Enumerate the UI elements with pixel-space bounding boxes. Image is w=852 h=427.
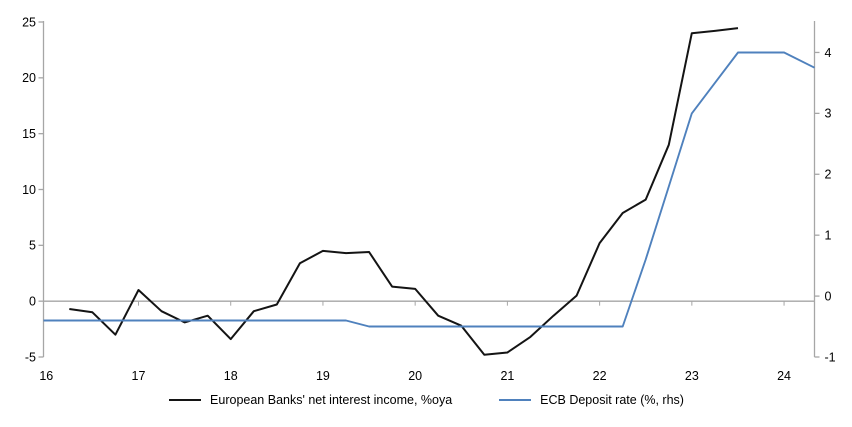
y-axis-left-tick-label: 25: [22, 15, 36, 29]
legend-label-ecb-deposit-rate: ECB Deposit rate (%, rhs): [540, 393, 684, 407]
ecb-deposit-rate-line: [43, 51, 815, 328]
y-axis-right-tick-label: 1: [825, 228, 832, 242]
x-axis-tick-label: 23: [685, 369, 699, 383]
x-axis-tick-label: 18: [224, 369, 238, 383]
y-axis-right-tick-label: 0: [825, 289, 832, 303]
x-axis-tick-label: 22: [593, 369, 607, 383]
y-axis-right-tick-label: 2: [825, 168, 832, 182]
legend-item-ecb-deposit-rate: ECB Deposit rate (%, rhs): [498, 393, 684, 407]
x-axis-tick-label: 24: [777, 369, 791, 383]
legend-label-net-interest-income: European Banks' net interest income, %oy…: [210, 393, 453, 407]
y-axis-right-tick-label: 4: [825, 46, 832, 60]
y-axis-left-tick-label: 0: [29, 294, 36, 308]
chart-legend: European Banks' net interest income, %oy…: [0, 393, 852, 407]
net-interest-income-line: [69, 27, 739, 356]
y-axis-right-tick-label: 3: [825, 107, 832, 121]
y-axis-right-tick-label: -1: [825, 350, 836, 364]
x-axis-tick-label: 20: [408, 369, 422, 383]
x-axis-tick-label: 19: [316, 369, 330, 383]
x-axis-tick-label: 16: [39, 369, 53, 383]
x-axis-tick-label: 21: [500, 369, 514, 383]
line-swatch-icon: [499, 399, 532, 401]
y-axis-left-tick-label: -5: [25, 350, 36, 364]
x-axis-tick-label: 17: [132, 369, 146, 383]
y-axis-left-tick-label: 15: [22, 127, 36, 141]
y-axis-left-tick-label: 10: [22, 183, 36, 197]
series-group: [43, 27, 815, 356]
y-axis-left-tick-label: 20: [22, 71, 36, 85]
legend-item-net-interest-income: European Banks' net interest income, %oy…: [168, 393, 452, 407]
line-swatch-icon: [169, 399, 202, 401]
y-axis-left-tick-label: 5: [29, 239, 36, 253]
